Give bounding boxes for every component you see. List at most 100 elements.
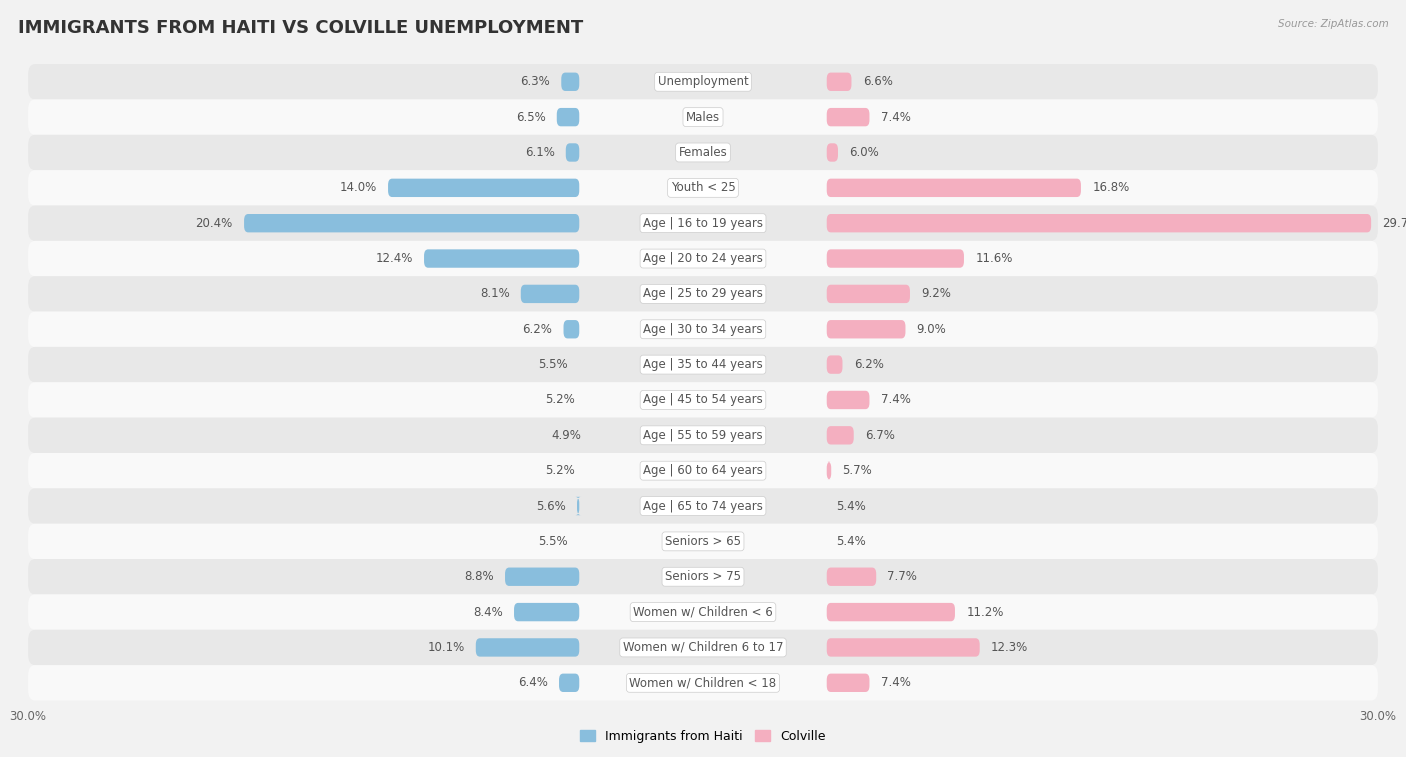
Text: 12.4%: 12.4% bbox=[375, 252, 413, 265]
FancyBboxPatch shape bbox=[28, 99, 1378, 135]
Text: 7.4%: 7.4% bbox=[880, 111, 911, 123]
Text: Women w/ Children < 6: Women w/ Children < 6 bbox=[633, 606, 773, 618]
FancyBboxPatch shape bbox=[827, 249, 965, 268]
Text: 6.7%: 6.7% bbox=[865, 428, 894, 442]
FancyBboxPatch shape bbox=[28, 594, 1378, 630]
FancyBboxPatch shape bbox=[28, 312, 1378, 347]
Text: 8.4%: 8.4% bbox=[472, 606, 503, 618]
FancyBboxPatch shape bbox=[827, 143, 838, 162]
FancyBboxPatch shape bbox=[28, 488, 1378, 524]
Text: 6.1%: 6.1% bbox=[524, 146, 554, 159]
Text: 8.8%: 8.8% bbox=[464, 570, 494, 583]
FancyBboxPatch shape bbox=[560, 674, 579, 692]
FancyBboxPatch shape bbox=[827, 426, 853, 444]
Text: Seniors > 65: Seniors > 65 bbox=[665, 535, 741, 548]
FancyBboxPatch shape bbox=[28, 665, 1378, 700]
FancyBboxPatch shape bbox=[28, 64, 1378, 99]
Text: 5.6%: 5.6% bbox=[536, 500, 565, 512]
FancyBboxPatch shape bbox=[520, 285, 579, 303]
Text: IMMIGRANTS FROM HAITI VS COLVILLE UNEMPLOYMENT: IMMIGRANTS FROM HAITI VS COLVILLE UNEMPL… bbox=[18, 19, 583, 37]
Text: 6.2%: 6.2% bbox=[523, 322, 553, 336]
Text: 5.7%: 5.7% bbox=[842, 464, 872, 477]
Text: 11.2%: 11.2% bbox=[966, 606, 1004, 618]
FancyBboxPatch shape bbox=[28, 347, 1378, 382]
FancyBboxPatch shape bbox=[827, 568, 876, 586]
Legend: Immigrants from Haiti, Colville: Immigrants from Haiti, Colville bbox=[581, 730, 825, 743]
FancyBboxPatch shape bbox=[515, 603, 579, 621]
Text: 16.8%: 16.8% bbox=[1092, 182, 1129, 195]
Text: 4.9%: 4.9% bbox=[551, 428, 582, 442]
FancyBboxPatch shape bbox=[28, 559, 1378, 594]
Text: 8.1%: 8.1% bbox=[479, 288, 509, 301]
Text: 7.7%: 7.7% bbox=[887, 570, 917, 583]
FancyBboxPatch shape bbox=[827, 356, 842, 374]
FancyBboxPatch shape bbox=[827, 214, 1371, 232]
Text: 6.5%: 6.5% bbox=[516, 111, 546, 123]
FancyBboxPatch shape bbox=[561, 73, 579, 91]
Text: 5.5%: 5.5% bbox=[538, 358, 568, 371]
Text: Age | 25 to 29 years: Age | 25 to 29 years bbox=[643, 288, 763, 301]
Text: 6.3%: 6.3% bbox=[520, 75, 550, 89]
Text: 9.2%: 9.2% bbox=[921, 288, 950, 301]
Text: Age | 35 to 44 years: Age | 35 to 44 years bbox=[643, 358, 763, 371]
Text: 5.2%: 5.2% bbox=[546, 464, 575, 477]
FancyBboxPatch shape bbox=[28, 205, 1378, 241]
FancyBboxPatch shape bbox=[28, 382, 1378, 418]
Text: Seniors > 75: Seniors > 75 bbox=[665, 570, 741, 583]
Text: Age | 55 to 59 years: Age | 55 to 59 years bbox=[643, 428, 763, 442]
Text: Age | 30 to 34 years: Age | 30 to 34 years bbox=[643, 322, 763, 336]
FancyBboxPatch shape bbox=[245, 214, 579, 232]
Text: 5.2%: 5.2% bbox=[546, 394, 575, 407]
Text: 5.5%: 5.5% bbox=[538, 535, 568, 548]
Text: Age | 60 to 64 years: Age | 60 to 64 years bbox=[643, 464, 763, 477]
Text: Unemployment: Unemployment bbox=[658, 75, 748, 89]
FancyBboxPatch shape bbox=[28, 630, 1378, 665]
Text: 5.4%: 5.4% bbox=[835, 500, 866, 512]
FancyBboxPatch shape bbox=[28, 453, 1378, 488]
Text: Age | 45 to 54 years: Age | 45 to 54 years bbox=[643, 394, 763, 407]
FancyBboxPatch shape bbox=[565, 143, 579, 162]
Text: Age | 16 to 19 years: Age | 16 to 19 years bbox=[643, 217, 763, 229]
Text: 6.6%: 6.6% bbox=[863, 75, 893, 89]
Text: Females: Females bbox=[679, 146, 727, 159]
Text: Women w/ Children 6 to 17: Women w/ Children 6 to 17 bbox=[623, 641, 783, 654]
FancyBboxPatch shape bbox=[827, 638, 980, 656]
Text: 20.4%: 20.4% bbox=[195, 217, 233, 229]
FancyBboxPatch shape bbox=[28, 241, 1378, 276]
FancyBboxPatch shape bbox=[28, 418, 1378, 453]
Text: Source: ZipAtlas.com: Source: ZipAtlas.com bbox=[1278, 19, 1389, 29]
Text: 7.4%: 7.4% bbox=[880, 394, 911, 407]
Text: 12.3%: 12.3% bbox=[991, 641, 1028, 654]
Text: Youth < 25: Youth < 25 bbox=[671, 182, 735, 195]
FancyBboxPatch shape bbox=[28, 170, 1378, 205]
Text: Age | 20 to 24 years: Age | 20 to 24 years bbox=[643, 252, 763, 265]
Text: 29.7%: 29.7% bbox=[1382, 217, 1406, 229]
FancyBboxPatch shape bbox=[827, 603, 955, 621]
FancyBboxPatch shape bbox=[28, 276, 1378, 312]
FancyBboxPatch shape bbox=[505, 568, 579, 586]
FancyBboxPatch shape bbox=[827, 179, 1081, 197]
Text: 6.2%: 6.2% bbox=[853, 358, 883, 371]
FancyBboxPatch shape bbox=[425, 249, 579, 268]
Text: Age | 65 to 74 years: Age | 65 to 74 years bbox=[643, 500, 763, 512]
FancyBboxPatch shape bbox=[827, 391, 869, 409]
Text: Women w/ Children < 18: Women w/ Children < 18 bbox=[630, 676, 776, 690]
Text: 7.4%: 7.4% bbox=[880, 676, 911, 690]
FancyBboxPatch shape bbox=[827, 108, 869, 126]
Text: Males: Males bbox=[686, 111, 720, 123]
FancyBboxPatch shape bbox=[827, 674, 869, 692]
FancyBboxPatch shape bbox=[475, 638, 579, 656]
FancyBboxPatch shape bbox=[575, 497, 581, 516]
FancyBboxPatch shape bbox=[827, 320, 905, 338]
Text: 11.6%: 11.6% bbox=[976, 252, 1012, 265]
Text: 5.4%: 5.4% bbox=[835, 535, 866, 548]
FancyBboxPatch shape bbox=[827, 462, 831, 480]
Text: 6.4%: 6.4% bbox=[517, 676, 548, 690]
Text: 10.1%: 10.1% bbox=[427, 641, 464, 654]
FancyBboxPatch shape bbox=[827, 73, 852, 91]
FancyBboxPatch shape bbox=[827, 285, 910, 303]
FancyBboxPatch shape bbox=[557, 108, 579, 126]
Text: 6.0%: 6.0% bbox=[849, 146, 879, 159]
FancyBboxPatch shape bbox=[28, 524, 1378, 559]
Text: 14.0%: 14.0% bbox=[340, 182, 377, 195]
